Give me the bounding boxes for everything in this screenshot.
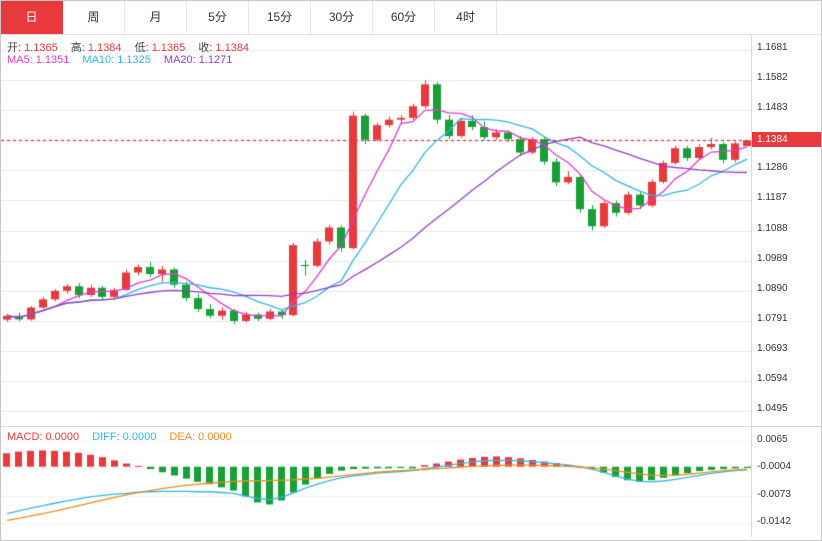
price-axis-label: 1.1286	[757, 162, 788, 174]
price-axis-label: 1.1187	[757, 192, 787, 204]
price-axis-label: 1.1088	[757, 222, 788, 234]
macd-label: MACD:	[7, 431, 43, 443]
price-axis-label: 1.1483	[757, 102, 788, 114]
ma10-value: 1.1325	[117, 54, 151, 66]
diff-value: 0.0000	[122, 431, 157, 443]
macd-axis-label: -0.0142	[757, 516, 791, 528]
ma20-value: 1.1271	[198, 54, 233, 66]
open-label: 开:	[7, 42, 22, 54]
current-price-tag: 1.1384	[752, 132, 821, 148]
macd-chart-canvas[interactable]	[1, 427, 753, 537]
price-axis-label: 1.0594	[757, 372, 788, 384]
price-axis-label: 1.1582	[757, 72, 788, 84]
tab-m30[interactable]: 30分	[311, 1, 373, 34]
close-label: 收:	[198, 42, 213, 54]
diff-label: DIFF:	[92, 431, 120, 443]
open-value: 1.1365	[24, 42, 58, 54]
ma5-label: MA5:	[7, 54, 33, 66]
tab-day[interactable]: 日	[1, 1, 63, 34]
macd-header: MACD: 0.0000 DIFF: 0.0000 DEA: 0.0000	[7, 431, 242, 443]
tab-m15[interactable]: 15分	[249, 1, 311, 34]
dea-label: DEA:	[169, 431, 196, 443]
candlestick-chart-canvas[interactable]	[1, 35, 753, 426]
price-axis-label: 1.0890	[757, 282, 788, 294]
toolbar: 日周月 5分 15分 30分 60分 4时	[1, 1, 821, 35]
macd-axis-label: -0.0004	[757, 461, 791, 473]
low-label: 低:	[134, 42, 149, 54]
close-value: 1.1384	[215, 42, 250, 54]
macd-axis-label: -0.0073	[757, 488, 791, 500]
ma20-label: MA20:	[163, 54, 196, 66]
macd-value: 0.0000	[45, 431, 80, 443]
tab-m60[interactable]: 60分	[373, 1, 435, 34]
macd-axis: 0.0065 -0.0004 -0.0073 -0.0142	[751, 427, 821, 537]
ma10-label: MA10:	[82, 54, 115, 66]
tab-month[interactable]: 月	[125, 1, 187, 34]
ma5-value: 1.1351	[35, 54, 70, 66]
tab-h4[interactable]: 4时	[435, 1, 497, 34]
price-axis-label: 1.0495	[757, 403, 788, 415]
price-axis: 1.1681 1.1582 1.1483 1.1384 1.1286 1.1187 1.10…	[751, 35, 821, 426]
high-label: 高:	[70, 42, 85, 54]
tab-m5[interactable]: 5分	[187, 1, 249, 34]
macd-panel: MACD: 0.0000 DIFF: 0.0000 DEA: 0.0000 0.006…	[1, 426, 821, 537]
price-axis-label: 1.0989	[757, 252, 788, 264]
tab-week[interactable]: 周	[63, 1, 125, 34]
price-chart-panel: 开: 1.1365 高: 1.1384 低: 1.1365 收: 1.1384 MA5:…	[1, 35, 821, 426]
price-axis-label: 1.0693	[757, 342, 788, 354]
high-value: 1.1384	[87, 42, 122, 54]
ma-header: MA5: 1.1351 MA10: 1.1325 MA20: 1.1271	[7, 54, 242, 66]
price-axis-label: 1.0791	[757, 312, 788, 324]
low-value: 1.1365	[151, 42, 186, 54]
ohlc-header: 开: 1.1365 高: 1.1384 低: 1.1365 收: 1.1384	[7, 39, 259, 55]
macd-axis-label: 0.0065	[757, 433, 788, 445]
price-axis-label: 1.1681	[757, 41, 788, 53]
dea-value: 0.0000	[198, 431, 232, 443]
